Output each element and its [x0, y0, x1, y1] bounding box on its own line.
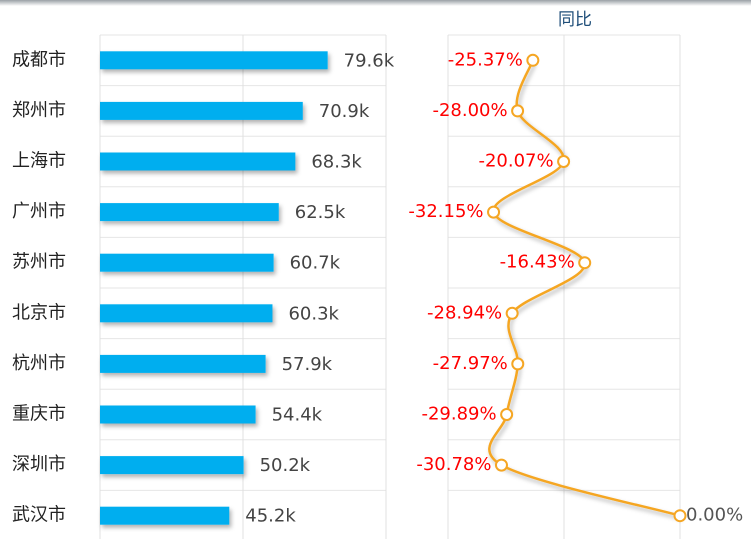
value-label: 62.5k — [295, 202, 346, 223]
category-label: 杭州市 — [12, 353, 66, 374]
value-label: -20.07% — [478, 151, 553, 172]
category-label: 深圳市 — [12, 454, 66, 475]
category-label: 北京市 — [12, 302, 66, 323]
value-label: 0.00% — [686, 505, 743, 526]
value-label: 45.2k — [245, 506, 296, 527]
point — [511, 357, 525, 371]
value-label: -16.43% — [500, 252, 575, 273]
value-label: 70.9k — [319, 101, 370, 122]
line — [488, 59, 681, 517]
bar — [100, 304, 273, 323]
bar — [100, 354, 266, 373]
category-label: 武汉市 — [12, 505, 66, 526]
bar — [100, 152, 296, 171]
point — [526, 53, 540, 67]
point — [494, 458, 508, 472]
point — [511, 104, 525, 118]
point — [487, 205, 501, 219]
bar — [100, 253, 274, 272]
value-label: -29.89% — [421, 404, 496, 425]
point — [500, 408, 514, 421]
value-label: 54.4k — [272, 405, 323, 426]
point — [578, 256, 592, 270]
point — [673, 509, 687, 523]
category-label: 成都市 — [12, 49, 66, 70]
line-title: 同比 — [558, 10, 592, 30]
category-label: 上海市 — [12, 151, 66, 172]
value-label: 60.3k — [288, 303, 339, 324]
value-label: -28.00% — [432, 100, 507, 121]
value-label: -28.94% — [427, 302, 502, 323]
bar — [100, 405, 256, 424]
value-label: 79.6k — [344, 50, 395, 71]
bar — [100, 506, 230, 525]
bar — [100, 101, 303, 120]
bar — [100, 51, 328, 70]
value-label: -32.15% — [408, 201, 483, 222]
category-label: 苏州市 — [12, 252, 66, 273]
value-label: 57.9k — [282, 354, 333, 375]
value-label: -27.97% — [433, 353, 508, 374]
value-label: -30.78% — [416, 454, 491, 475]
value-label: 50.2k — [260, 455, 311, 476]
point — [557, 155, 571, 168]
value-label: 60.7k — [290, 253, 341, 274]
category-label: 广州市 — [12, 201, 66, 222]
bar — [100, 203, 279, 222]
bar — [100, 456, 244, 475]
value-label: -25.37% — [448, 49, 523, 70]
category-label: 郑州市 — [12, 100, 66, 121]
category-label: 重庆市 — [12, 404, 66, 425]
value-label: 68.3k — [311, 152, 362, 173]
point — [505, 306, 519, 320]
top-border — [0, 0, 751, 6]
